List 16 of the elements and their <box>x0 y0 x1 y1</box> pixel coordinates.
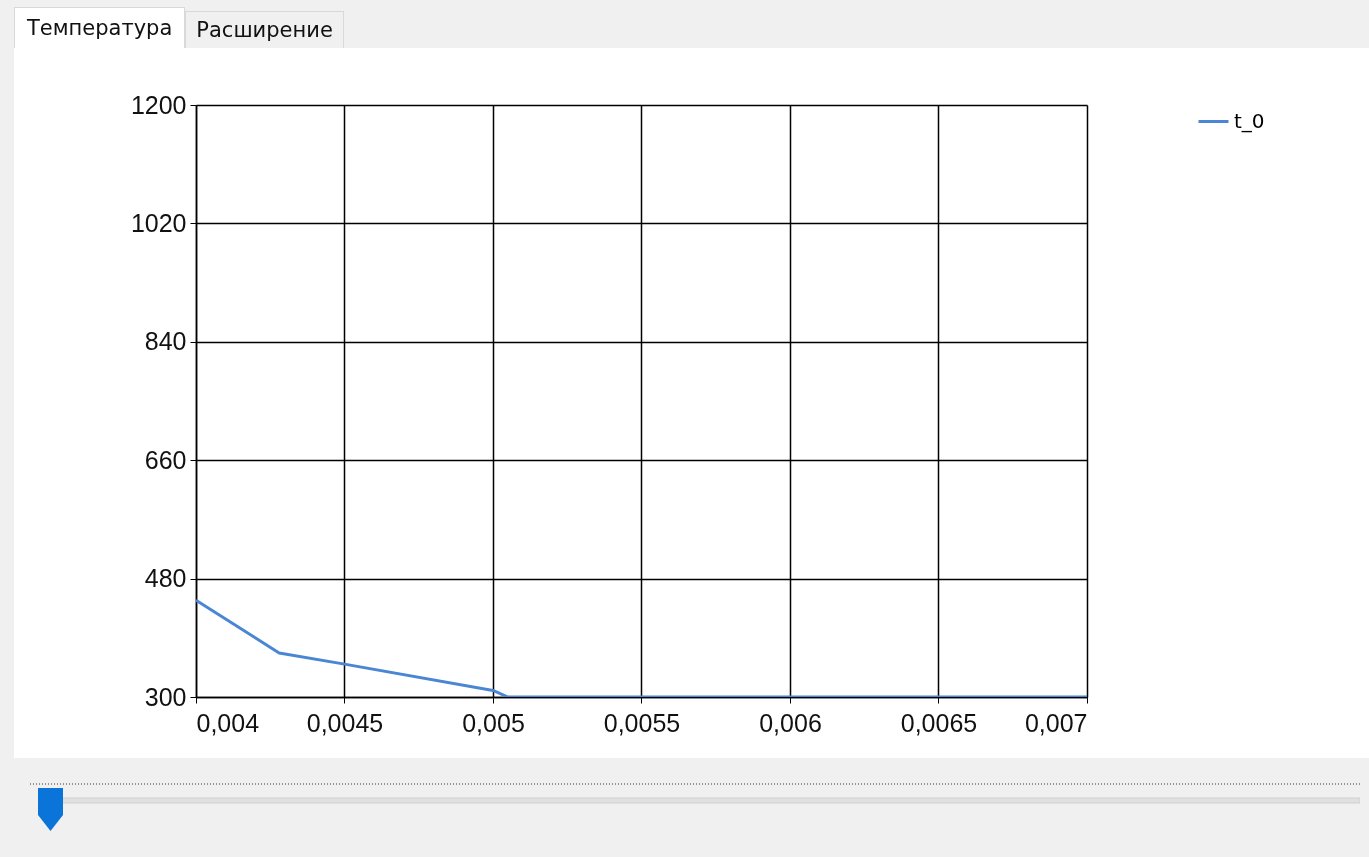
text: Температура <box>14 7 186 48</box>
y-tick-label: 1200 <box>130 90 187 119</box>
y-tick-label: 840 <box>144 327 187 356</box>
x-tick-label: 0,0045 <box>306 708 384 737</box>
legend-label: t_0 <box>1234 108 1265 133</box>
x-tick-label: 0,006 <box>759 708 822 737</box>
x-tick-label: 0,004 <box>196 708 260 737</box>
x-tick-label: 0,005 <box>462 708 525 737</box>
y-tick-label: 660 <box>144 445 187 474</box>
x-tick-label: 0,007 <box>1024 708 1088 737</box>
x-tick-label: 0,0065 <box>900 708 978 737</box>
text: Расширение <box>185 11 344 48</box>
y-tick-label: 300 <box>144 682 187 711</box>
y-tick-label: 1020 <box>130 208 187 237</box>
y-tick-label: 480 <box>144 564 187 593</box>
x-tick-label: 0,0055 <box>603 708 681 737</box>
